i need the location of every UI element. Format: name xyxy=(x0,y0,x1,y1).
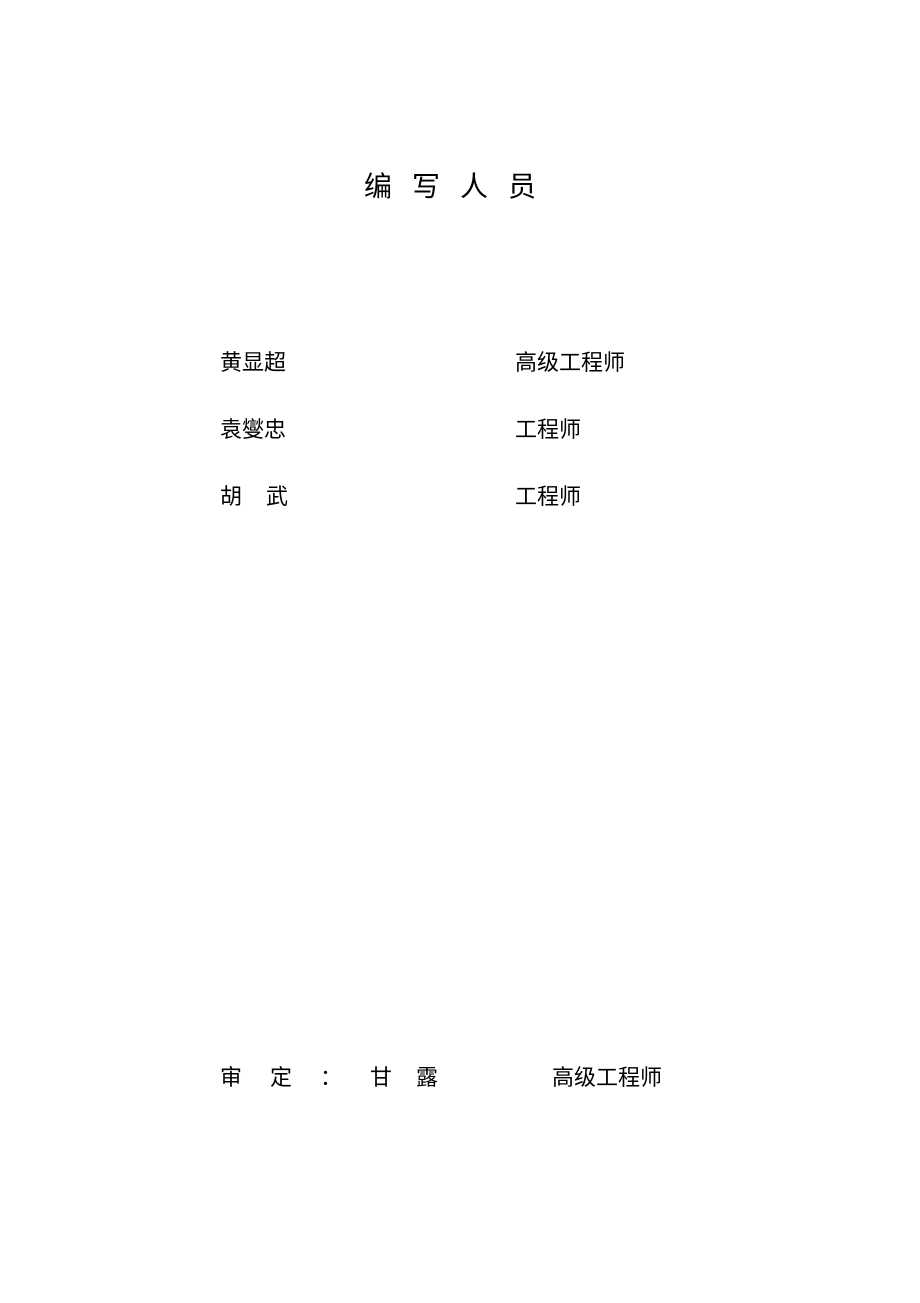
staff-row: 袁燮忠 工程师 xyxy=(220,412,720,444)
reviewer-title: 高级工程师 xyxy=(552,1060,662,1092)
staff-title: 高级工程师 xyxy=(515,345,625,377)
staff-row: 胡武 工程师 xyxy=(220,479,720,511)
page-title: 编写人员 xyxy=(0,165,920,205)
reviewer-label: 审定： xyxy=(220,1060,370,1092)
staff-name: 胡武 xyxy=(220,479,360,511)
staff-title: 工程师 xyxy=(515,412,581,444)
staff-row: 黄显超 高级工程师 xyxy=(220,345,720,377)
staff-title: 工程师 xyxy=(515,479,581,511)
staff-list: 黄显超 高级工程师 袁燮忠 工程师 胡武 工程师 xyxy=(220,345,720,546)
document-page: 编写人员 黄显超 高级工程师 袁燮忠 工程师 胡武 工程师 审定： 甘露 高级工… xyxy=(0,0,920,1303)
staff-name: 黄显超 xyxy=(220,345,360,377)
staff-name: 袁燮忠 xyxy=(220,412,360,444)
reviewer-row: 审定： 甘露 高级工程师 xyxy=(220,1060,740,1092)
reviewer-name: 甘露 xyxy=(370,1060,462,1092)
